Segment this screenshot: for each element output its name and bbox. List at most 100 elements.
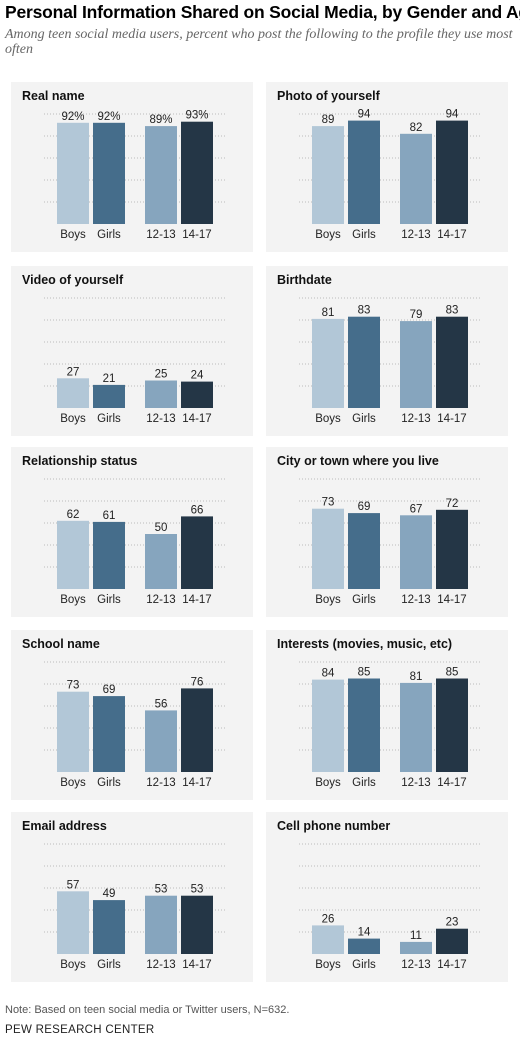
category-label: 14-17 <box>182 413 211 425</box>
data-label: 69 <box>103 684 116 696</box>
bar-chart: 26 Boys 14 Girls 11 12-13 23 14-17 <box>299 843 481 971</box>
bar-12-13 <box>400 515 432 589</box>
data-label: 92% <box>61 111 84 123</box>
chart-panel: City or town where you live 73 Boys 69 Girls… <box>266 447 508 617</box>
bar-Girls <box>348 316 380 408</box>
data-label: 57 <box>67 879 80 891</box>
chart-panel: Birthdate 81 Boys 83 Girls 79 12-13 83 14-17 <box>266 266 508 436</box>
category-label: Girls <box>352 777 376 789</box>
bar-Boys <box>312 508 344 589</box>
data-label: 83 <box>358 305 371 317</box>
chart-title: Birthdate <box>277 273 332 287</box>
chart-panel: Interests (movies, music, etc) 84 Boys 85 Gi… <box>266 630 508 800</box>
bar-14-17 <box>436 120 468 224</box>
category-label: 14-17 <box>182 594 211 606</box>
bar-12-13 <box>400 682 432 772</box>
data-label: 92% <box>97 111 120 123</box>
bar-12-13 <box>145 534 177 589</box>
category-label: Girls <box>97 229 121 241</box>
data-label: 24 <box>191 370 204 382</box>
source-credit: PEW RESEARCH CENTER <box>5 1024 155 1036</box>
data-label: 14 <box>358 927 371 939</box>
bar-Boys <box>57 122 89 224</box>
chart-panel: Relationship status 62 Boys 61 Girls 50 12-13 6… <box>11 447 253 617</box>
bar-14-17 <box>436 316 468 408</box>
data-label: 62 <box>67 509 80 521</box>
bar-Girls <box>93 900 125 954</box>
bar-Girls <box>348 513 380 589</box>
category-label: Boys <box>60 413 86 425</box>
category-label: Girls <box>352 594 376 606</box>
category-label: 14-17 <box>437 413 466 425</box>
data-label: 66 <box>191 504 204 516</box>
category-label: 12-13 <box>146 594 175 606</box>
category-label: Girls <box>352 959 376 971</box>
category-label: 14-17 <box>437 777 466 789</box>
data-label: 49 <box>103 888 116 900</box>
chart-panel: Email address 57 Boys 49 Girls 53 12-13 53 14-17 <box>11 812 253 982</box>
data-label: 27 <box>67 366 80 378</box>
category-label: Girls <box>97 413 121 425</box>
bar-chart: 62 Boys 61 Girls 50 12-13 66 14-17 <box>44 478 226 606</box>
bar-12-13 <box>400 941 432 954</box>
category-label: Girls <box>97 777 121 789</box>
bar-14-17 <box>181 516 213 589</box>
category-label: 12-13 <box>146 229 175 241</box>
bar-Boys <box>312 679 344 772</box>
bar-14-17 <box>181 381 213 408</box>
category-label: Boys <box>315 229 341 241</box>
category-label: 12-13 <box>401 413 430 425</box>
data-label: 50 <box>155 522 168 534</box>
category-label: 14-17 <box>437 594 466 606</box>
bar-Boys <box>312 126 344 224</box>
bar-12-13 <box>145 126 177 224</box>
chart-panel: School name 73 Boys 69 Girls 56 12-13 76 14-17 <box>11 630 253 800</box>
chart-title: School name <box>22 637 100 651</box>
category-label: 12-13 <box>146 413 175 425</box>
data-label: 23 <box>446 917 459 929</box>
data-label: 81 <box>322 307 335 319</box>
data-label: 81 <box>410 671 423 683</box>
category-label: 12-13 <box>401 959 430 971</box>
bar-chart: 57 Boys 49 Girls 53 12-13 53 14-17 <box>44 843 226 971</box>
category-label: 12-13 <box>401 229 430 241</box>
category-label: 14-17 <box>182 229 211 241</box>
page-subtitle: Among teen social media users, percent w… <box>5 27 513 57</box>
category-label: Boys <box>60 777 86 789</box>
bar-12-13 <box>400 133 432 224</box>
data-label: 82 <box>410 122 423 134</box>
category-label: Boys <box>315 594 341 606</box>
data-label: 85 <box>358 667 371 679</box>
bar-Boys <box>312 318 344 408</box>
bar-Boys <box>312 925 344 954</box>
bar-chart: 92% Boys 92% Girls 89% 12-13 93% 14-17 <box>44 110 226 241</box>
chart-title: Relationship status <box>22 454 138 468</box>
category-label: Boys <box>60 959 86 971</box>
chart-title: Photo of yourself <box>277 89 380 103</box>
chart-panel: Video of yourself 27 Boys 21 Girls 25 12-13 24 1… <box>11 266 253 436</box>
data-label: 72 <box>446 498 459 510</box>
chart-title: Cell phone number <box>277 819 391 833</box>
bar-chart: 73 Boys 69 Girls 67 12-13 72 14-17 <box>299 478 481 606</box>
chart-title: Email address <box>22 819 107 833</box>
bar-chart: 84 Boys 85 Girls 81 12-13 85 14-17 <box>299 661 481 789</box>
bar-12-13 <box>145 380 177 408</box>
bar-Girls <box>93 122 125 224</box>
bar-14-17 <box>436 509 468 589</box>
page-title: Personal Information Shared on Social Me… <box>5 2 520 22</box>
category-label: Girls <box>97 959 121 971</box>
data-label: 94 <box>446 109 459 121</box>
bar-Girls <box>93 384 125 408</box>
category-label: Boys <box>315 413 341 425</box>
data-label: 89% <box>149 114 172 126</box>
category-label: Girls <box>97 594 121 606</box>
chart-title: Interests (movies, music, etc) <box>277 637 453 651</box>
data-label: 61 <box>103 510 116 522</box>
bar-Girls <box>93 696 125 772</box>
bar-14-17 <box>181 121 213 224</box>
bar-12-13 <box>145 710 177 772</box>
data-label: 73 <box>322 497 335 509</box>
data-label: 85 <box>446 667 459 679</box>
bar-14-17 <box>181 895 213 954</box>
data-label: 21 <box>103 373 116 385</box>
